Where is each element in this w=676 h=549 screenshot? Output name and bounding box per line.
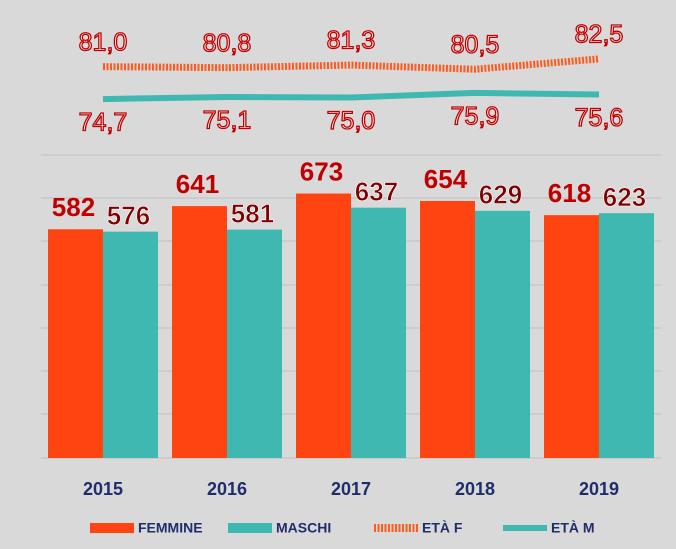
x-tick-label: 2019 bbox=[579, 479, 619, 499]
bar-value-label: 576 bbox=[107, 201, 150, 231]
line-value-label: 80,8 bbox=[203, 29, 252, 57]
bar bbox=[599, 213, 654, 458]
line-value-label: 75,9 bbox=[451, 103, 500, 131]
bar bbox=[103, 231, 158, 458]
x-tick-label: 2015 bbox=[83, 479, 123, 499]
legend-swatch bbox=[228, 523, 272, 533]
x-tick-label: 2017 bbox=[331, 479, 371, 499]
legend-swatch bbox=[90, 523, 134, 533]
line-value-label: 80,5 bbox=[451, 31, 500, 59]
bar bbox=[172, 206, 227, 458]
bar bbox=[475, 210, 530, 458]
bar bbox=[351, 207, 406, 458]
line-series bbox=[102, 55, 600, 73]
bar bbox=[420, 200, 475, 458]
line-value-label: 75,0 bbox=[327, 107, 376, 135]
line-value-label: 75,6 bbox=[575, 104, 624, 132]
x-tick-label: 2018 bbox=[455, 479, 495, 499]
x-tick-label: 2016 bbox=[207, 479, 247, 499]
bar-value-label: 582 bbox=[52, 192, 95, 222]
line-value-label: 81,3 bbox=[327, 27, 376, 55]
bar-value-label: 673 bbox=[300, 156, 343, 186]
legend-label: FEMMINE bbox=[138, 520, 203, 536]
line-value-label: 75,1 bbox=[203, 107, 252, 135]
line-value-label: 81,0 bbox=[79, 28, 128, 56]
bar-value-label: 641 bbox=[176, 169, 219, 199]
legend-label: ETÀ M bbox=[551, 520, 595, 536]
line-series bbox=[102, 89, 600, 103]
bar bbox=[48, 229, 103, 458]
bar bbox=[227, 229, 282, 458]
bar-value-label: 581 bbox=[231, 199, 274, 229]
bar bbox=[544, 215, 599, 458]
legend-label: ETÀ F bbox=[422, 520, 463, 536]
line-value-label: 74,7 bbox=[79, 109, 128, 137]
line-value-label: 82,5 bbox=[575, 21, 624, 49]
bar bbox=[296, 193, 351, 458]
bar-value-label: 618 bbox=[548, 178, 591, 208]
bar-value-label: 623 bbox=[603, 182, 646, 212]
bar-value-label: 629 bbox=[479, 180, 522, 210]
bar-value-label: 637 bbox=[355, 177, 398, 207]
bar-value-label: 654 bbox=[424, 164, 468, 194]
legend-label: MASCHI bbox=[276, 520, 331, 536]
